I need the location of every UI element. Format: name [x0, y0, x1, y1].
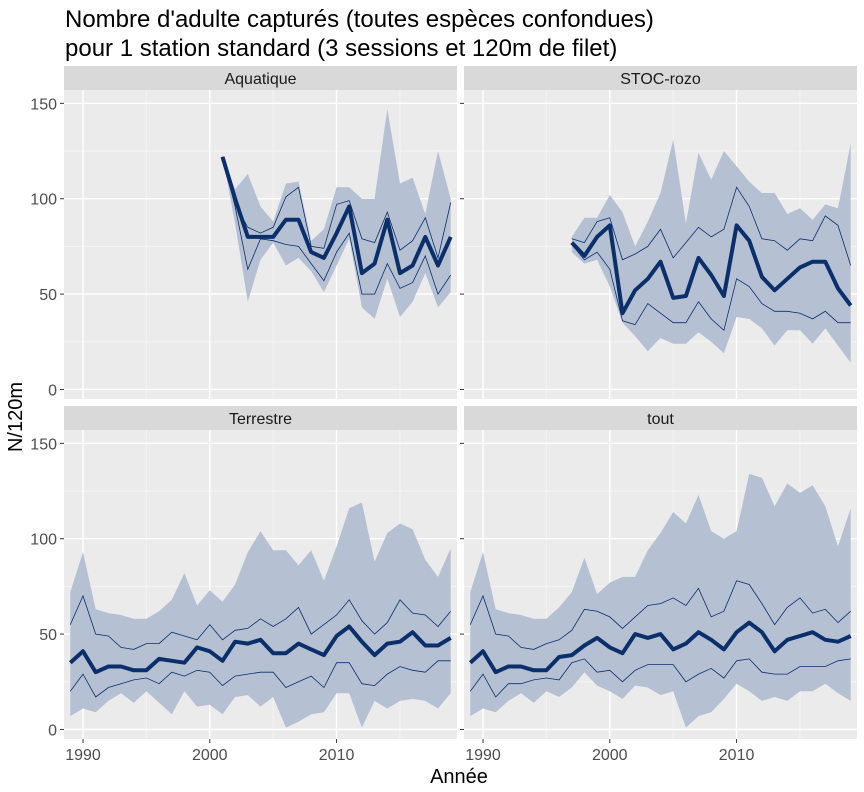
x-tick-label: 2010 [319, 747, 355, 764]
facet-strip-label: tout [647, 411, 674, 428]
y-tick-label: 150 [30, 96, 57, 113]
lower-quantile-line [69, 660, 451, 698]
facet-strip [64, 406, 457, 430]
x-tick-label: 1990 [65, 747, 101, 764]
mean-line [68, 624, 452, 675]
chart-title-line-2: pour 1 station standard (3 sessions et 1… [65, 35, 617, 62]
y-tick-label: 0 [48, 382, 57, 399]
y-tick-label: 0 [48, 722, 57, 739]
x-axis-title: Année [430, 766, 488, 788]
y-tick-label: 100 [30, 532, 57, 549]
y-tick-label: 100 [30, 192, 57, 209]
upper-quantile-line [69, 594, 452, 650]
x-tick-label: 2000 [592, 747, 628, 764]
facet-strip-label: STOC-rozo [620, 71, 701, 88]
confidence-ribbon [470, 473, 851, 728]
upper-quantile-line [222, 156, 452, 260]
facet-strip [64, 66, 457, 90]
mean-line [220, 156, 453, 276]
chart-title-line-1: Nombre d'adulte capturés (toutes espèces… [65, 6, 654, 33]
facet-tout: tout 1990 2000 2010 [460, 406, 857, 764]
mean-line [468, 620, 852, 675]
confidence-ribbon [571, 139, 851, 363]
confidence-ribbon [70, 502, 451, 728]
confidence-ribbon [222, 109, 451, 319]
mean-line [570, 223, 853, 316]
facet-strip [464, 66, 857, 90]
facet-strip [464, 406, 857, 430]
facet-strip-label: Terrestre [229, 411, 292, 428]
facet-aquatique: Aquatique 0 50 100 150 [30, 66, 457, 399]
y-axis-title: N/120m [5, 382, 27, 452]
x-tick-label: 2000 [192, 747, 228, 764]
facet-panels: Aquatique 0 50 100 150 STOC-rozo Terrestre 0 50 1… [30, 66, 857, 764]
upper-quantile-line [469, 580, 851, 650]
facet-terrestre: Terrestre 0 50 100 150 1990 2000 2010 [30, 406, 457, 764]
y-tick-label: 50 [39, 287, 57, 304]
facet-strip-label: Aquatique [224, 71, 296, 88]
x-tick-label: 1990 [465, 747, 501, 764]
lower-quantile-line [571, 244, 851, 332]
upper-quantile-line [571, 186, 852, 266]
y-tick-label: 50 [39, 627, 57, 644]
y-tick-label: 150 [30, 436, 57, 453]
lower-quantile-line [469, 658, 851, 698]
x-tick-label: 2010 [719, 747, 755, 764]
facet-stoc-rozo: STOC-rozo [460, 66, 857, 399]
